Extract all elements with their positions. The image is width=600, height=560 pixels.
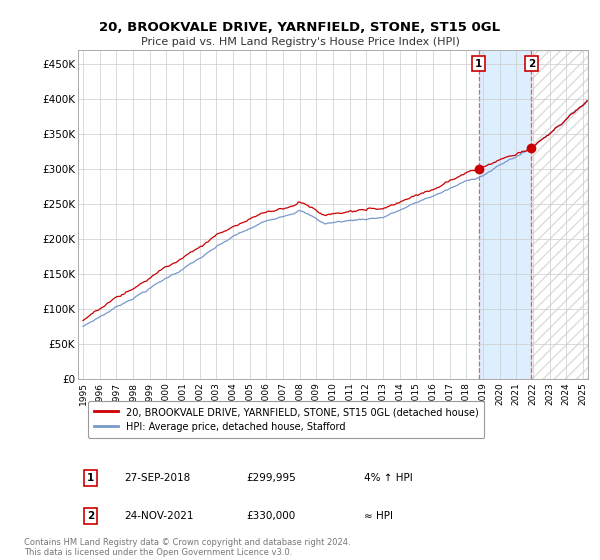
- Bar: [532, 50, 588, 379]
- Text: 4% ↑ HPI: 4% ↑ HPI: [364, 473, 412, 483]
- Bar: [479, 50, 532, 379]
- Legend: 20, BROOKVALE DRIVE, YARNFIELD, STONE, ST15 0GL (detached house), HPI: Average p: 20, BROOKVALE DRIVE, YARNFIELD, STONE, S…: [88, 402, 484, 438]
- Text: 20, BROOKVALE DRIVE, YARNFIELD, STONE, ST15 0GL: 20, BROOKVALE DRIVE, YARNFIELD, STONE, S…: [100, 21, 500, 34]
- Text: Price paid vs. HM Land Registry's House Price Index (HPI): Price paid vs. HM Land Registry's House …: [140, 37, 460, 47]
- Text: 1: 1: [475, 59, 482, 68]
- Text: Contains HM Land Registry data © Crown copyright and database right 2024.
This d: Contains HM Land Registry data © Crown c…: [24, 538, 350, 557]
- Text: 27-SEP-2018: 27-SEP-2018: [124, 473, 190, 483]
- Text: £330,000: £330,000: [247, 511, 296, 521]
- Text: 1: 1: [87, 473, 94, 483]
- Text: 24-NOV-2021: 24-NOV-2021: [124, 511, 193, 521]
- Text: ≈ HPI: ≈ HPI: [364, 511, 392, 521]
- Bar: [532, 50, 588, 379]
- Text: 2: 2: [87, 511, 94, 521]
- Text: £299,995: £299,995: [247, 473, 296, 483]
- Text: 2: 2: [528, 59, 535, 68]
